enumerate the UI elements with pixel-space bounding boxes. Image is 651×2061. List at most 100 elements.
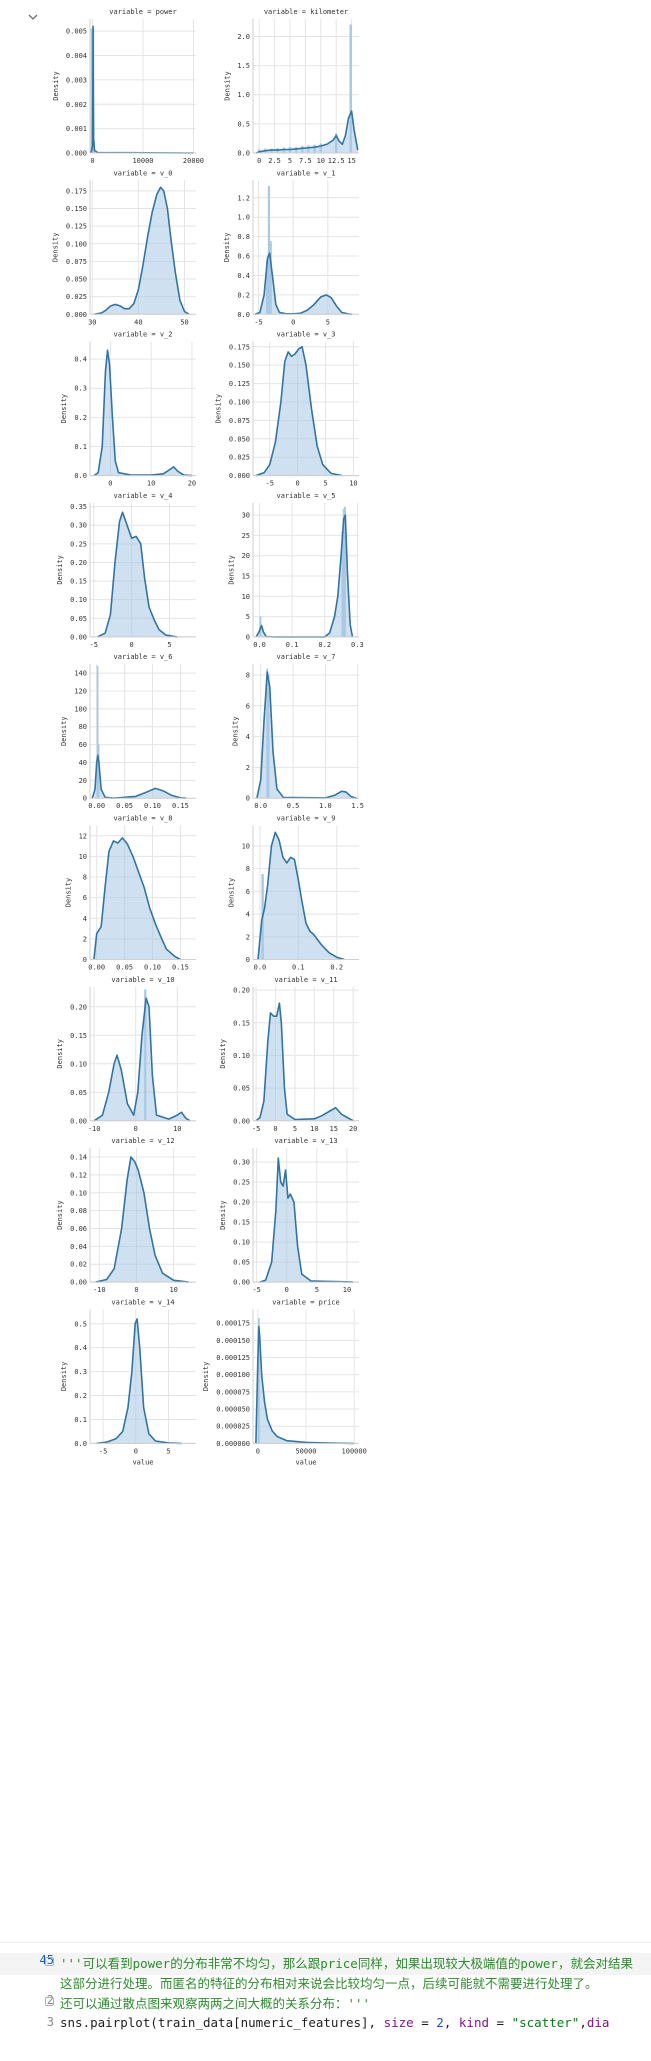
line-number: 3 [46, 2015, 54, 2029]
comment-text: '''可以看到power的分布非常不均匀，那么跟price同样，如果出现较大极端… [60, 1956, 633, 1971]
y-tick-label: 0.14 [70, 1154, 87, 1162]
y-tick-label: 0.15 [233, 1219, 250, 1227]
x-tick-label: 0 [130, 641, 134, 649]
y-tick-label: 0.20 [70, 559, 87, 567]
x-tick-label: 15 [347, 157, 355, 165]
x-tick-label: 0 [257, 157, 261, 165]
x-tick-label: 0 [285, 1286, 289, 1294]
y-tick-label: 60 [79, 741, 87, 749]
x-tick-label: 5 [166, 1447, 170, 1455]
kde-line [255, 110, 359, 154]
kde-line [259, 1157, 354, 1283]
kde-area [91, 26, 194, 154]
code-token: 2 [436, 2015, 444, 2030]
x-tick-label: -10 [88, 1125, 101, 1133]
facet-title: variable = v_10 [111, 976, 174, 984]
y-tick-label: 8 [83, 874, 87, 882]
kde-area [95, 1157, 189, 1283]
y-tick-label: 0.000 [66, 150, 87, 158]
y-tick-label: 0.25 [70, 540, 87, 548]
y-tick-label: 0.15 [70, 1032, 87, 1040]
y-tick-label: 0 [246, 956, 250, 964]
y-tick-label: 20 [242, 552, 250, 560]
collapse-chevron-icon[interactable] [26, 10, 40, 24]
y-tick-label: 20 [79, 777, 87, 785]
kde-area [256, 515, 353, 637]
y-tick-label: 0.05 [70, 1089, 87, 1097]
y-tick-label: 0.0 [237, 150, 250, 158]
x-tick-label: 7.5 [299, 157, 312, 165]
x-tick-label: -5 [90, 641, 98, 649]
y-tick-label: 0.004 [66, 52, 87, 60]
y-tick-label: 0.050 [66, 276, 87, 284]
y-tick-label: 8 [246, 865, 250, 873]
code-text: '''可以看到power的分布非常不均匀，那么跟price同样，如果出现较大极端… [60, 1953, 633, 1972]
code-line-45-wrapped[interactable]: 这部分进行处理。而匿名的特征的分布相对来说会比较均匀一点，后续可能就不需要进行处… [0, 1973, 651, 1995]
y-tick-label: 0.000075 [216, 1388, 250, 1396]
facet-panel: 30 40 50 0.000 0.025 0.050 0.075 0.100 0.125 0.15… [52, 169, 196, 326]
kde-line [255, 1002, 354, 1122]
y-tick-label: 0.000025 [216, 1423, 250, 1431]
x-tick-label: 0.2 [330, 964, 343, 972]
x-tick-label: 30 [88, 318, 96, 326]
facet-panel: 0.0 0.1 0.2 0 2 4 6 8 10 variable = v_9 Density [228, 815, 359, 972]
y-tick-label: 0.20 [233, 1199, 250, 1207]
y-tick-label: 0 [83, 956, 87, 964]
x-tick-label: 0.15 [172, 964, 189, 972]
code-editor[interactable]: 45 '''可以看到power的分布非常不均匀，那么跟price同样，如果出现较… [0, 1947, 651, 2061]
fold-icon[interactable] [45, 1957, 54, 1966]
y-tick-label: 0.4 [237, 272, 250, 280]
y-tick-label: 0.005 [66, 28, 87, 36]
kde-area [256, 1003, 354, 1121]
kde-line [91, 754, 187, 799]
x-tick-label: 12.5 [328, 157, 345, 165]
facet-panel: -5 0 5 0.0 0.2 0.4 0.6 0.8 1.0 1.2 variable = v_1 D… [223, 169, 359, 326]
kde-area [92, 755, 186, 799]
facet-title: variable = v_9 [276, 815, 335, 823]
x-tick-label: 0.00 [88, 964, 105, 972]
code-line-2[interactable]: 2 还可以通过散点图来观察两两之间大概的关系分布：''' [0, 1993, 651, 2015]
facet-panel: 0 10000 20000 0.000 0.001 0.002 0.003 0.004 0.00… [52, 8, 204, 165]
y-tick-label: 0.125 [229, 380, 250, 388]
y-tick-label: 0.00 [70, 1117, 87, 1125]
code-line-3[interactable]: 3 sns.pairplot(train_data[numeric_featur… [0, 2015, 651, 2037]
y-tick-label: 0.175 [229, 343, 250, 351]
y-tick-label: 0.05 [70, 615, 87, 623]
kde-line [255, 345, 343, 477]
code-token: , [579, 2015, 587, 2030]
x-tick-label: 0.10 [144, 802, 161, 810]
x-tick-label: 20 [349, 1125, 357, 1133]
x-tick-label: 0 [291, 318, 295, 326]
x-tick-label: 0.2 [318, 641, 331, 649]
code-line-45[interactable]: 45 '''可以看到power的分布非常不均匀，那么跟price同样，如果出现较… [0, 1953, 651, 1975]
x-tick-label: 2.5 [268, 157, 281, 165]
code-token: dia [586, 2015, 610, 2030]
y-tick-label: 6 [83, 894, 87, 902]
y-tick-label: 0.000000 [216, 1440, 250, 1448]
x-tick-label: 0.3 [351, 641, 364, 649]
x-tick-label: 0 [134, 1447, 138, 1455]
y-tick-label: 15 [242, 572, 250, 580]
y-tick-label: 0.150 [229, 362, 250, 370]
y-tick-label: 0.8 [237, 233, 250, 241]
y-tick-label: 0.30 [70, 522, 87, 530]
y-tick-label: 0.4 [74, 1344, 87, 1352]
x-tick-label: 0.0 [253, 641, 266, 649]
x-tick-label: 10 [343, 1286, 351, 1294]
kde-line [93, 997, 191, 1122]
x-tick-label: 0.00 [88, 802, 105, 810]
output-separator [0, 1942, 651, 1943]
y-tick-label: 1.2 [237, 194, 250, 202]
y-tick-label: 0.002 [66, 101, 87, 109]
facet-panel: 0.0 0.1 0.2 0.3 0 5 10 15 20 25 30 variable = v_5 De… [228, 492, 364, 649]
fold-icon[interactable] [45, 1997, 54, 2006]
kde-line [90, 25, 194, 154]
facet-panel: 0 10 20 0.0 0.1 0.2 0.3 0.4 variable = v_2 Densit… [60, 331, 196, 488]
comment-text: 还可以通过散点图来观察两两之间大概的关系分布：''' [60, 1996, 371, 2011]
kde-area [96, 1318, 182, 1444]
kde-line [255, 1325, 355, 1445]
y-tick-label: 0.00 [70, 1279, 87, 1287]
y-tick-label: 0.001 [66, 125, 87, 133]
facet-title: variable = power [109, 8, 176, 16]
y-tick-label: 0.10 [233, 1239, 250, 1247]
